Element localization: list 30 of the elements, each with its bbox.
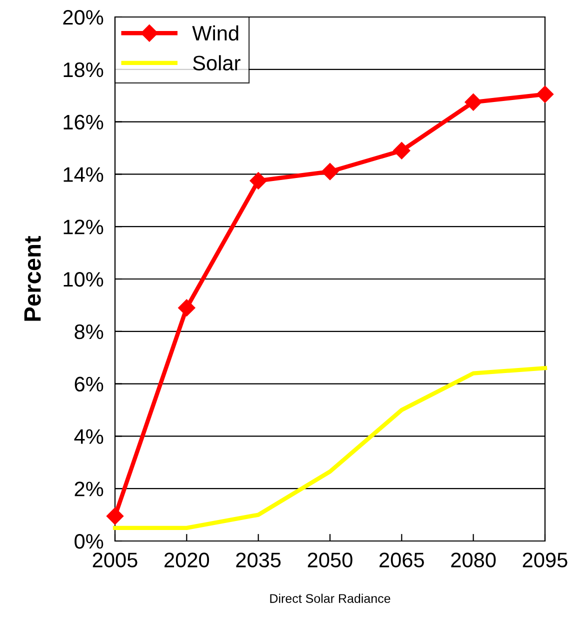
x-tick-label: 2095 xyxy=(522,552,568,568)
legend-label: Solar xyxy=(193,55,240,70)
y-tick-label: 2% xyxy=(74,482,104,496)
point xyxy=(250,172,267,190)
x-axis-title: Direct Solar Radiance xyxy=(270,594,390,603)
point xyxy=(464,94,482,111)
y-tick-label: 6% xyxy=(74,376,104,392)
y-tick-label: 14% xyxy=(64,167,104,182)
y-tick-label: 4% xyxy=(74,429,104,444)
x-tick-label: 2080 xyxy=(451,552,496,568)
x-tick-label: 2005 xyxy=(92,552,138,568)
line-series xyxy=(112,366,548,530)
y-tick-label: 8% xyxy=(74,324,104,340)
y-tick-label: 0% xyxy=(74,534,104,549)
legend-label: Wind xyxy=(192,25,238,41)
y-tick-label: 18% xyxy=(64,62,104,78)
point xyxy=(393,142,410,160)
y-tick-label: 20% xyxy=(63,10,104,25)
point xyxy=(321,163,339,180)
point xyxy=(178,299,196,316)
x-tick-label: 2065 xyxy=(380,552,424,568)
point xyxy=(536,86,554,103)
point xyxy=(106,508,124,525)
x-tick-label: 2050 xyxy=(308,552,352,568)
y-axis-title: Percent xyxy=(24,236,41,321)
x-tick-label: 2035 xyxy=(236,552,281,568)
y-tick-label: 10% xyxy=(64,272,104,287)
y-tick-label: 16% xyxy=(64,114,104,130)
x-tick-label: 2020 xyxy=(164,552,210,568)
y-tick-label: 12% xyxy=(64,220,104,234)
